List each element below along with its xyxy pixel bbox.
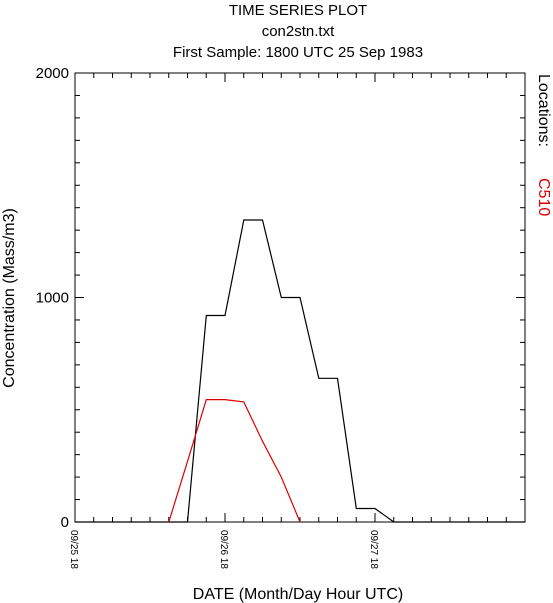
x-tick-label: 09/25 18 [68,530,79,569]
y-tick-label: 2000 [36,65,69,82]
series-layer [75,219,525,523]
legend-entry-c510: C510 [535,178,552,216]
chart-first-sample: First Sample: 1800 UTC 25 Sep 1983 [173,44,423,61]
y-tick-label: 0 [61,514,69,531]
chart-file-name: con2stn.txt [262,23,335,40]
axis-ticks [74,72,526,523]
x-tick-label: 09/26 18 [218,530,229,569]
x-axis-label: DATE (Month/Day Hour UTC) [193,586,403,603]
x-tick-label: 09/27 18 [368,530,379,569]
y-tick-label: 1000 [36,290,69,307]
chart-title: TIME SERIES PLOT [229,2,367,19]
legend-title: Locations: [535,74,552,147]
series-line-2 [168,399,301,523]
tick-labels: 0 1000 2000 09/25 18 09/26 18 09/27 18 [36,65,379,569]
y-axis-label: Concentration (Mass/m3) [1,208,18,388]
series-line-1 [75,219,525,523]
